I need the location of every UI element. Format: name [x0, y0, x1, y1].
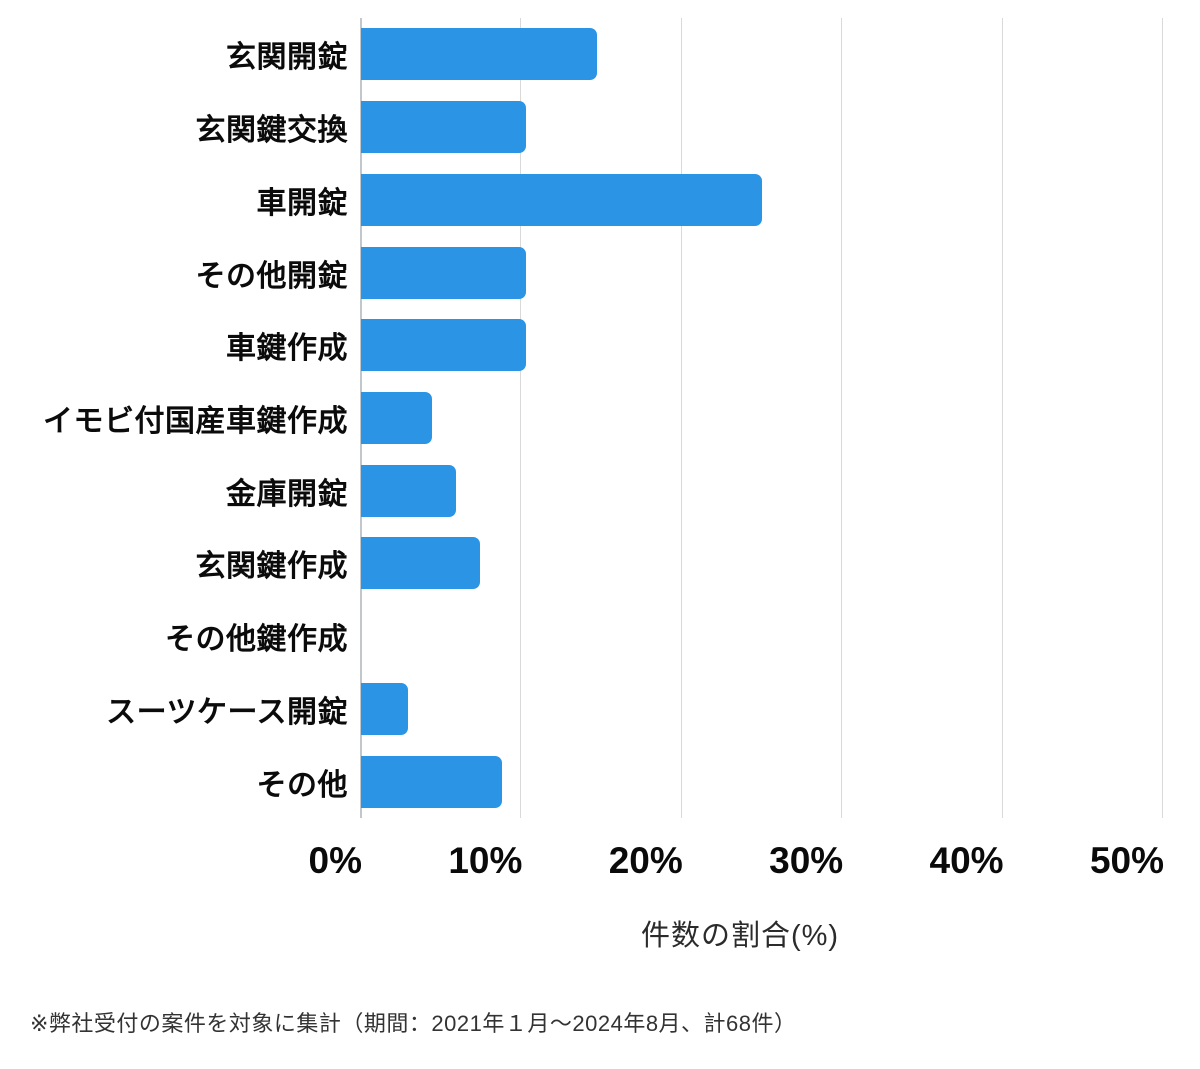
bar	[361, 464, 456, 517]
bar	[361, 28, 597, 81]
x-gridline	[841, 18, 843, 818]
x-gridline	[520, 18, 522, 818]
bar	[361, 101, 527, 154]
x-tick-label: 40%	[929, 840, 1004, 881]
x-tick-label: 0%	[308, 840, 362, 881]
y-axis-line	[360, 18, 362, 818]
bar	[361, 173, 762, 226]
bar	[361, 319, 527, 372]
bar	[361, 682, 408, 735]
category-label: 金庫開錠	[226, 477, 348, 511]
category-label: その他鍵作成	[165, 623, 348, 657]
category-label: その他開錠	[195, 259, 348, 293]
bar	[361, 537, 480, 590]
x-tick-label: 20%	[608, 840, 683, 881]
x-gridline	[1162, 18, 1163, 818]
x-tick-label: 10%	[448, 840, 523, 881]
x-tick-label: 30%	[769, 840, 844, 881]
category-label: 玄関鍵作成	[195, 550, 348, 584]
category-label: その他	[256, 768, 348, 802]
x-gridline	[680, 18, 682, 818]
footnote: ※弊社受付の案件を対象に集計（期間：2021年１月～2024年8月、計68件）	[30, 1011, 797, 1036]
x-gridline	[1001, 18, 1003, 818]
category-label: 車開錠	[256, 186, 348, 220]
x-axis-title: 件数の割合(%)	[640, 920, 840, 952]
x-tick-label: 50%	[1089, 840, 1164, 881]
category-label: スーツケース開錠	[106, 695, 348, 729]
category-label: 車鍵作成	[226, 332, 348, 366]
bar	[361, 246, 527, 299]
bar	[361, 755, 503, 808]
category-label: 玄関開錠	[226, 41, 348, 75]
bar	[361, 392, 432, 444]
category-label: 玄関鍵交換	[195, 114, 348, 148]
category-label: イモビ付国産車鍵作成	[43, 404, 348, 438]
